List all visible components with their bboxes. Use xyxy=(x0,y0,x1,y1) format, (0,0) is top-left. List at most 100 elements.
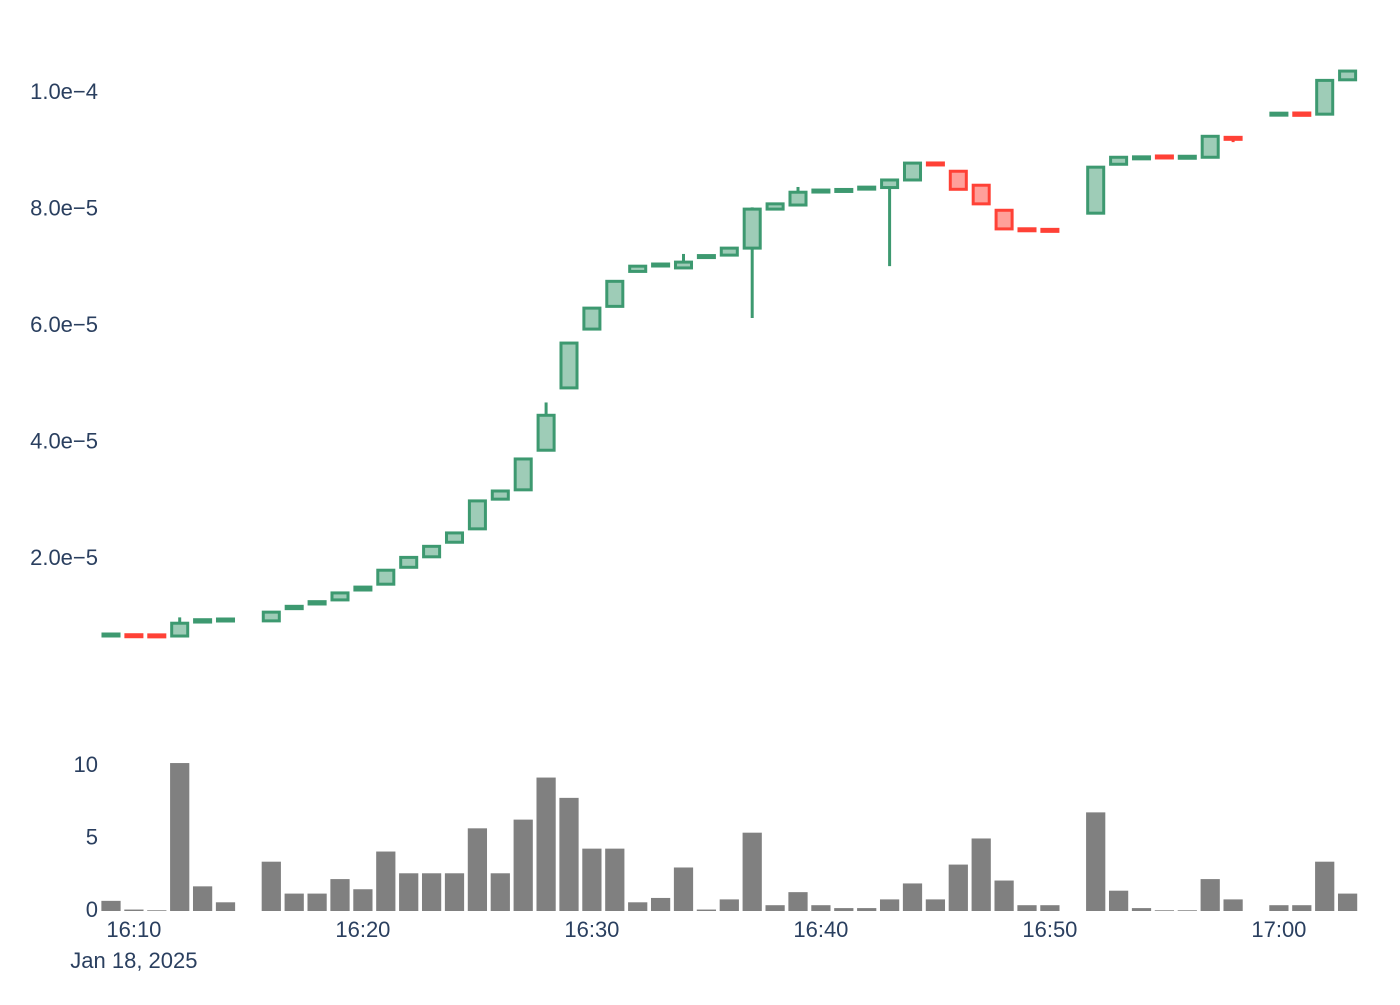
volume-bar xyxy=(650,897,671,911)
candle-body xyxy=(559,341,579,390)
volume-bar xyxy=(765,905,785,911)
candle-body xyxy=(902,161,923,182)
candle-body xyxy=(330,591,350,602)
x-tick-label: 16:10 xyxy=(106,917,161,942)
volume-bar xyxy=(719,899,739,911)
volume-bar xyxy=(170,763,190,911)
candle-body xyxy=(307,600,327,606)
volume-bar xyxy=(925,899,946,911)
candle-body xyxy=(994,208,1014,231)
candle-body xyxy=(353,585,373,592)
candle-body xyxy=(399,555,419,569)
volume-bar xyxy=(1177,910,1197,911)
candle-body xyxy=(857,185,877,191)
volume-bar xyxy=(330,879,350,911)
candle-body xyxy=(925,161,945,167)
candle-body xyxy=(1338,69,1358,82)
candle-body xyxy=(536,413,556,452)
candle-body xyxy=(742,207,762,250)
candle-body xyxy=(605,279,625,308)
volume-bar xyxy=(1086,812,1106,911)
x-tick-label: 17:00 xyxy=(1251,917,1306,942)
candle-body xyxy=(101,632,121,638)
y-tick-label: 8.0e−5 xyxy=(30,195,98,220)
volume-bar xyxy=(605,848,625,911)
volume-bar xyxy=(902,883,923,911)
volume-bar xyxy=(1315,861,1335,911)
x-tick-label: 16:40 xyxy=(793,917,848,942)
volume-bar xyxy=(444,873,465,911)
volume-bar xyxy=(101,900,121,911)
volume-bar xyxy=(1292,905,1312,911)
volume-bar xyxy=(513,819,533,911)
candle-body xyxy=(215,617,236,623)
volume-bar xyxy=(353,889,373,911)
volume-bar xyxy=(1108,890,1129,911)
candle-body xyxy=(880,178,900,190)
volume-bar xyxy=(834,908,854,911)
candle-body xyxy=(261,610,281,623)
candle-body xyxy=(193,618,213,624)
volume-bar xyxy=(1040,905,1060,911)
volume-bar xyxy=(192,886,213,911)
volume-bar xyxy=(628,902,648,911)
volume-bar xyxy=(215,902,236,911)
volume-bar xyxy=(421,873,442,911)
candle-body xyxy=(170,621,190,638)
candle-body xyxy=(376,568,396,586)
y-tick-label: 2.0e−5 xyxy=(30,545,98,570)
volume-bar xyxy=(857,908,877,911)
candle-body xyxy=(1269,111,1289,117)
candle-body xyxy=(513,457,533,492)
candle-body xyxy=(1177,154,1197,160)
candle-body xyxy=(582,306,602,331)
candle-body xyxy=(834,187,854,193)
candle-body xyxy=(811,188,831,194)
candle-body xyxy=(1292,111,1312,117)
y-tick-label: 5 xyxy=(86,824,98,849)
y-tick-label: 10 xyxy=(74,752,98,777)
x-tick-label: 16:50 xyxy=(1022,917,1077,942)
candle-body xyxy=(147,633,167,639)
x-date-label: Jan 18, 2025 xyxy=(70,948,197,973)
candle-body xyxy=(1131,155,1152,161)
volume-bar xyxy=(1223,899,1243,911)
volume-bar xyxy=(284,893,304,911)
candle-body xyxy=(1109,155,1129,166)
candle-body xyxy=(765,202,785,211)
volume-bar xyxy=(1154,910,1175,911)
candle-body xyxy=(1154,154,1174,160)
y-tick-label: 1.0e−4 xyxy=(30,79,98,104)
candle-body xyxy=(719,246,739,257)
volume-bar xyxy=(124,909,144,911)
candle-body xyxy=(788,190,808,207)
volume-bar xyxy=(696,909,717,911)
volume-bar xyxy=(1337,893,1358,911)
volume-bar xyxy=(1269,905,1289,911)
volume-bar xyxy=(742,832,762,911)
volume-bar xyxy=(879,899,900,911)
candle-body xyxy=(673,260,694,270)
x-tick-label: 16:30 xyxy=(564,917,619,942)
volume-bar xyxy=(376,851,396,911)
candle-body xyxy=(971,183,991,206)
candle-body xyxy=(1315,78,1335,116)
candle-body xyxy=(1086,165,1106,215)
volume-bar xyxy=(467,828,488,911)
volume-bar xyxy=(261,861,281,911)
volume-bar xyxy=(147,910,167,911)
volume-bar xyxy=(811,905,831,911)
volume-bar xyxy=(1131,908,1152,911)
y-tick-label: 4.0e−5 xyxy=(30,428,98,453)
candle-body xyxy=(284,604,304,611)
candle-body xyxy=(422,544,442,559)
candle-body xyxy=(1200,134,1220,159)
candle-body xyxy=(124,633,144,639)
volume-bar xyxy=(1200,879,1220,911)
volume-bar xyxy=(399,873,419,911)
volume-bar xyxy=(490,873,510,911)
volume-bar xyxy=(559,797,579,911)
volume-bar xyxy=(994,880,1014,911)
volume-bar xyxy=(971,838,991,911)
